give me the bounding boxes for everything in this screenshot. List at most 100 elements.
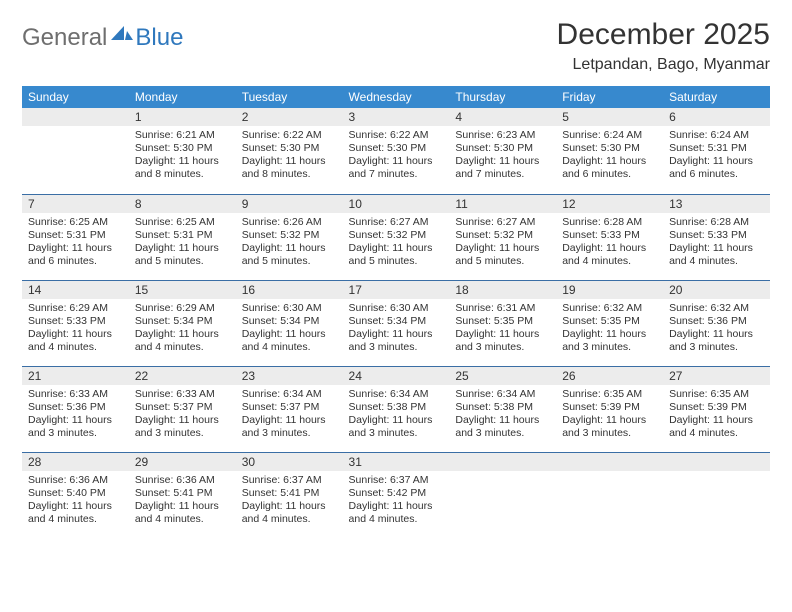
- day-number: 30: [236, 453, 343, 471]
- daylight-text: Daylight: 11 hours and 3 minutes.: [455, 414, 550, 440]
- day-number: 25: [449, 367, 556, 385]
- calendar-cell: 5Sunrise: 6:24 AMSunset: 5:30 PMDaylight…: [556, 108, 663, 194]
- day-number: 23: [236, 367, 343, 385]
- sunset-text: Sunset: 5:42 PM: [349, 487, 444, 500]
- sunset-text: Sunset: 5:34 PM: [349, 315, 444, 328]
- daylight-text: Daylight: 11 hours and 6 minutes.: [562, 155, 657, 181]
- day-body: Sunrise: 6:33 AMSunset: 5:37 PMDaylight:…: [129, 385, 236, 445]
- day-body: Sunrise: 6:30 AMSunset: 5:34 PMDaylight:…: [343, 299, 450, 359]
- daylight-text: Daylight: 11 hours and 5 minutes.: [349, 242, 444, 268]
- sunrise-text: Sunrise: 6:33 AM: [28, 388, 123, 401]
- day-body: Sunrise: 6:22 AMSunset: 5:30 PMDaylight:…: [236, 126, 343, 186]
- sunrise-text: Sunrise: 6:24 AM: [669, 129, 764, 142]
- sunrise-text: Sunrise: 6:26 AM: [242, 216, 337, 229]
- sunset-text: Sunset: 5:34 PM: [135, 315, 230, 328]
- weekday-header: Saturday: [663, 86, 770, 108]
- sunset-text: Sunset: 5:37 PM: [135, 401, 230, 414]
- calendar-cell: 6Sunrise: 6:24 AMSunset: 5:31 PMDaylight…: [663, 108, 770, 194]
- day-number: 2: [236, 108, 343, 126]
- calendar-cell: 21Sunrise: 6:33 AMSunset: 5:36 PMDayligh…: [22, 366, 129, 452]
- day-body: Sunrise: 6:33 AMSunset: 5:36 PMDaylight:…: [22, 385, 129, 445]
- sunrise-text: Sunrise: 6:34 AM: [455, 388, 550, 401]
- day-number: 21: [22, 367, 129, 385]
- calendar-cell: 12Sunrise: 6:28 AMSunset: 5:33 PMDayligh…: [556, 194, 663, 280]
- calendar-cell: 26Sunrise: 6:35 AMSunset: 5:39 PMDayligh…: [556, 366, 663, 452]
- sunrise-text: Sunrise: 6:37 AM: [242, 474, 337, 487]
- day-number-empty: [556, 453, 663, 471]
- sunrise-text: Sunrise: 6:25 AM: [135, 216, 230, 229]
- day-body: Sunrise: 6:36 AMSunset: 5:41 PMDaylight:…: [129, 471, 236, 531]
- calendar-cell: 11Sunrise: 6:27 AMSunset: 5:32 PMDayligh…: [449, 194, 556, 280]
- calendar-cell: 30Sunrise: 6:37 AMSunset: 5:41 PMDayligh…: [236, 452, 343, 538]
- weekday-header: Sunday: [22, 86, 129, 108]
- day-body: Sunrise: 6:35 AMSunset: 5:39 PMDaylight:…: [663, 385, 770, 445]
- day-number-empty: [449, 453, 556, 471]
- weekday-header: Tuesday: [236, 86, 343, 108]
- sunrise-text: Sunrise: 6:27 AM: [349, 216, 444, 229]
- daylight-text: Daylight: 11 hours and 4 minutes.: [669, 242, 764, 268]
- sunrise-text: Sunrise: 6:36 AM: [135, 474, 230, 487]
- calendar-cell: 13Sunrise: 6:28 AMSunset: 5:33 PMDayligh…: [663, 194, 770, 280]
- calendar-cell: 25Sunrise: 6:34 AMSunset: 5:38 PMDayligh…: [449, 366, 556, 452]
- calendar-cell: [22, 108, 129, 194]
- sunset-text: Sunset: 5:30 PM: [242, 142, 337, 155]
- calendar-cell: 27Sunrise: 6:35 AMSunset: 5:39 PMDayligh…: [663, 366, 770, 452]
- daylight-text: Daylight: 11 hours and 3 minutes.: [349, 328, 444, 354]
- sunset-text: Sunset: 5:30 PM: [349, 142, 444, 155]
- calendar-cell: 24Sunrise: 6:34 AMSunset: 5:38 PMDayligh…: [343, 366, 450, 452]
- sunset-text: Sunset: 5:30 PM: [135, 142, 230, 155]
- daylight-text: Daylight: 11 hours and 3 minutes.: [455, 328, 550, 354]
- sunset-text: Sunset: 5:34 PM: [242, 315, 337, 328]
- sunrise-text: Sunrise: 6:24 AM: [562, 129, 657, 142]
- day-body: Sunrise: 6:35 AMSunset: 5:39 PMDaylight:…: [556, 385, 663, 445]
- day-number: 14: [22, 281, 129, 299]
- day-body: Sunrise: 6:36 AMSunset: 5:40 PMDaylight:…: [22, 471, 129, 531]
- daylight-text: Daylight: 11 hours and 4 minutes.: [669, 414, 764, 440]
- sunset-text: Sunset: 5:36 PM: [669, 315, 764, 328]
- day-number: 8: [129, 195, 236, 213]
- sunset-text: Sunset: 5:41 PM: [242, 487, 337, 500]
- sunset-text: Sunset: 5:39 PM: [669, 401, 764, 414]
- daylight-text: Daylight: 11 hours and 4 minutes.: [28, 500, 123, 526]
- sunset-text: Sunset: 5:32 PM: [349, 229, 444, 242]
- sunset-text: Sunset: 5:31 PM: [135, 229, 230, 242]
- sunrise-text: Sunrise: 6:34 AM: [242, 388, 337, 401]
- calendar-cell: 2Sunrise: 6:22 AMSunset: 5:30 PMDaylight…: [236, 108, 343, 194]
- sunrise-text: Sunrise: 6:34 AM: [349, 388, 444, 401]
- sunset-text: Sunset: 5:33 PM: [562, 229, 657, 242]
- sunset-text: Sunset: 5:40 PM: [28, 487, 123, 500]
- daylight-text: Daylight: 11 hours and 3 minutes.: [669, 328, 764, 354]
- calendar-cell: 10Sunrise: 6:27 AMSunset: 5:32 PMDayligh…: [343, 194, 450, 280]
- title-block: December 2025 Letpandan, Bago, Myanmar: [557, 18, 770, 74]
- day-body: Sunrise: 6:29 AMSunset: 5:33 PMDaylight:…: [22, 299, 129, 359]
- day-number: 4: [449, 108, 556, 126]
- daylight-text: Daylight: 11 hours and 4 minutes.: [28, 328, 123, 354]
- calendar-cell: 19Sunrise: 6:32 AMSunset: 5:35 PMDayligh…: [556, 280, 663, 366]
- sunrise-text: Sunrise: 6:37 AM: [349, 474, 444, 487]
- daylight-text: Daylight: 11 hours and 3 minutes.: [349, 414, 444, 440]
- sunset-text: Sunset: 5:30 PM: [455, 142, 550, 155]
- day-number: 27: [663, 367, 770, 385]
- day-number: 7: [22, 195, 129, 213]
- day-number: 6: [663, 108, 770, 126]
- daylight-text: Daylight: 11 hours and 4 minutes.: [562, 242, 657, 268]
- calendar-week-row: 28Sunrise: 6:36 AMSunset: 5:40 PMDayligh…: [22, 452, 770, 538]
- day-body: Sunrise: 6:37 AMSunset: 5:41 PMDaylight:…: [236, 471, 343, 531]
- sunset-text: Sunset: 5:35 PM: [455, 315, 550, 328]
- sunrise-text: Sunrise: 6:22 AM: [242, 129, 337, 142]
- day-number: 16: [236, 281, 343, 299]
- calendar-cell: [556, 452, 663, 538]
- day-number: 31: [343, 453, 450, 471]
- day-number: 18: [449, 281, 556, 299]
- day-number: 5: [556, 108, 663, 126]
- day-body: Sunrise: 6:29 AMSunset: 5:34 PMDaylight:…: [129, 299, 236, 359]
- sunset-text: Sunset: 5:38 PM: [349, 401, 444, 414]
- calendar-cell: [663, 452, 770, 538]
- calendar-cell: 16Sunrise: 6:30 AMSunset: 5:34 PMDayligh…: [236, 280, 343, 366]
- sunrise-text: Sunrise: 6:29 AM: [28, 302, 123, 315]
- day-number: 15: [129, 281, 236, 299]
- day-body: Sunrise: 6:31 AMSunset: 5:35 PMDaylight:…: [449, 299, 556, 359]
- calendar-cell: 28Sunrise: 6:36 AMSunset: 5:40 PMDayligh…: [22, 452, 129, 538]
- calendar-cell: 29Sunrise: 6:36 AMSunset: 5:41 PMDayligh…: [129, 452, 236, 538]
- calendar-cell: 14Sunrise: 6:29 AMSunset: 5:33 PMDayligh…: [22, 280, 129, 366]
